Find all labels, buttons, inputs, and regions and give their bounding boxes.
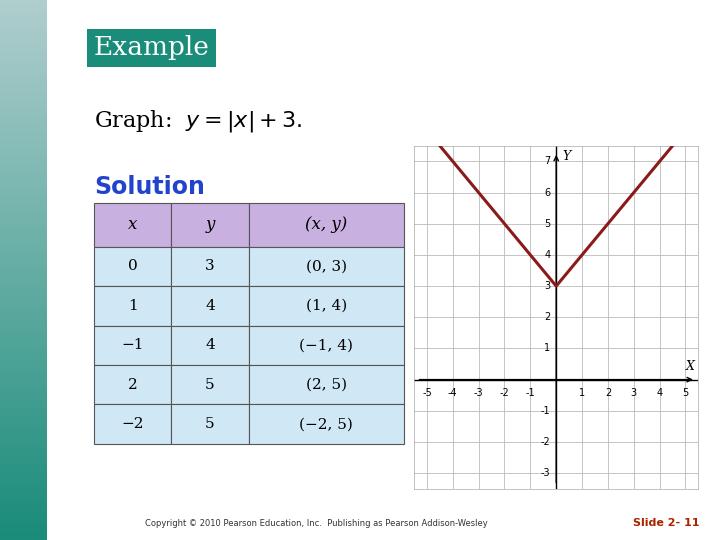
Text: -3: -3 bbox=[541, 468, 551, 478]
FancyBboxPatch shape bbox=[94, 365, 171, 404]
FancyBboxPatch shape bbox=[171, 247, 249, 286]
Text: -2: -2 bbox=[541, 437, 551, 447]
FancyBboxPatch shape bbox=[94, 404, 171, 444]
FancyBboxPatch shape bbox=[94, 202, 171, 247]
FancyBboxPatch shape bbox=[249, 286, 404, 326]
Text: -2: -2 bbox=[500, 388, 509, 399]
FancyBboxPatch shape bbox=[171, 202, 249, 247]
FancyBboxPatch shape bbox=[249, 365, 404, 404]
Text: -5: -5 bbox=[422, 388, 432, 399]
Text: (2, 5): (2, 5) bbox=[305, 378, 347, 392]
Text: 1: 1 bbox=[127, 299, 138, 313]
FancyBboxPatch shape bbox=[171, 365, 249, 404]
Text: Copyright © 2010 Pearson Education, Inc.  Publishing as Pearson Addison-Wesley: Copyright © 2010 Pearson Education, Inc.… bbox=[145, 519, 487, 528]
Text: -4: -4 bbox=[448, 388, 458, 399]
Text: Y: Y bbox=[562, 150, 570, 163]
Text: (−1, 4): (−1, 4) bbox=[300, 339, 354, 352]
Text: 5: 5 bbox=[205, 417, 215, 431]
Text: 3: 3 bbox=[544, 281, 551, 291]
Text: 4: 4 bbox=[205, 339, 215, 352]
Text: 0: 0 bbox=[127, 260, 138, 273]
FancyBboxPatch shape bbox=[249, 404, 404, 444]
Text: Solution: Solution bbox=[94, 176, 204, 199]
Text: 2: 2 bbox=[127, 378, 138, 392]
FancyBboxPatch shape bbox=[94, 326, 171, 365]
FancyBboxPatch shape bbox=[171, 286, 249, 326]
Text: -1: -1 bbox=[541, 406, 551, 416]
Text: (−2, 5): (−2, 5) bbox=[300, 417, 353, 431]
Text: 4: 4 bbox=[544, 250, 551, 260]
Text: −2: −2 bbox=[122, 417, 144, 431]
FancyBboxPatch shape bbox=[249, 247, 404, 286]
FancyBboxPatch shape bbox=[94, 247, 171, 286]
Text: 4: 4 bbox=[205, 299, 215, 313]
Text: Example: Example bbox=[94, 35, 210, 60]
Text: 3: 3 bbox=[205, 260, 215, 273]
Text: -3: -3 bbox=[474, 388, 483, 399]
FancyBboxPatch shape bbox=[94, 286, 171, 326]
Text: 3: 3 bbox=[631, 388, 636, 399]
Text: 5: 5 bbox=[683, 388, 688, 399]
Text: x: x bbox=[128, 216, 138, 233]
Text: 1: 1 bbox=[544, 343, 551, 353]
Text: y: y bbox=[205, 216, 215, 233]
Text: 5: 5 bbox=[205, 378, 215, 392]
Text: X: X bbox=[686, 360, 695, 373]
FancyBboxPatch shape bbox=[249, 202, 404, 247]
Text: (x, y): (x, y) bbox=[305, 216, 347, 233]
Text: -1: -1 bbox=[526, 388, 535, 399]
FancyBboxPatch shape bbox=[249, 326, 404, 365]
Text: 2: 2 bbox=[544, 312, 551, 322]
Text: Slide 2- 11: Slide 2- 11 bbox=[634, 518, 700, 528]
Text: (0, 3): (0, 3) bbox=[305, 260, 347, 273]
FancyBboxPatch shape bbox=[171, 326, 249, 365]
Text: 2: 2 bbox=[605, 388, 611, 399]
FancyBboxPatch shape bbox=[171, 404, 249, 444]
Text: 6: 6 bbox=[544, 187, 551, 198]
Text: 7: 7 bbox=[544, 157, 551, 166]
Text: 5: 5 bbox=[544, 219, 551, 229]
Text: 4: 4 bbox=[657, 388, 662, 399]
Text: Graph:  $y = |x| + 3.$: Graph: $y = |x| + 3.$ bbox=[94, 108, 302, 134]
Text: (1, 4): (1, 4) bbox=[305, 299, 347, 313]
Text: 1: 1 bbox=[579, 388, 585, 399]
Text: −1: −1 bbox=[122, 339, 144, 352]
